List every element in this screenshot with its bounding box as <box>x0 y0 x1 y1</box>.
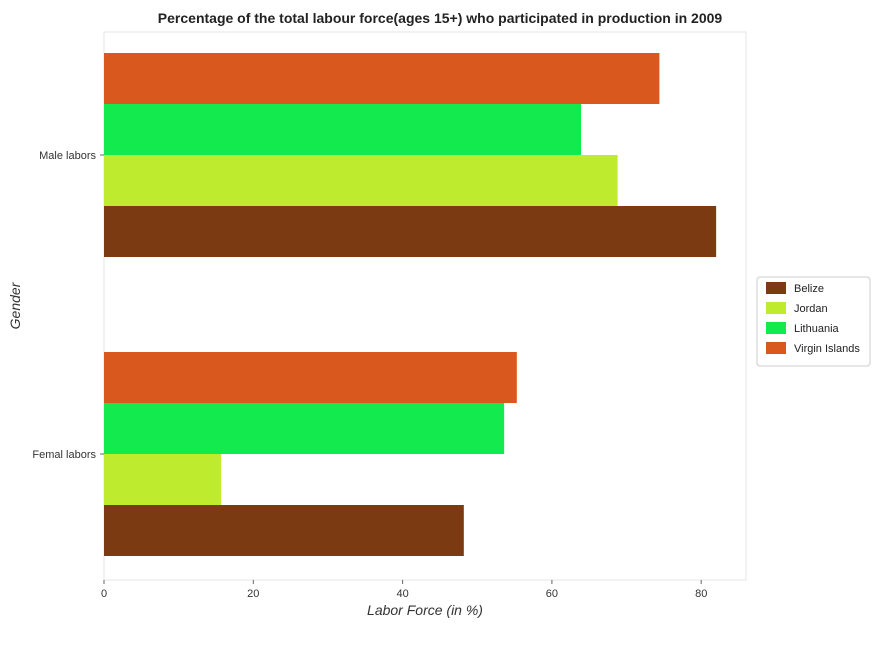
x-tick-label: 80 <box>695 588 707 600</box>
bar-jordan-male-labors <box>104 155 618 206</box>
y-axis-label: Gender <box>7 281 23 329</box>
bar-lithuania-femal-labors <box>104 403 505 454</box>
x-tick-label: 60 <box>546 588 558 600</box>
y-tick-label: Femal labors <box>32 449 96 461</box>
bar-belize-male-labors <box>104 206 717 257</box>
legend-swatch <box>766 322 786 334</box>
bar-virgin-islands-male-labors <box>104 53 660 104</box>
bar-jordan-femal-labors <box>104 454 222 505</box>
x-tick-labels: 0 20 40 60 80 <box>101 580 707 600</box>
legend-label: Jordan <box>794 303 828 315</box>
legend-swatch <box>766 342 786 354</box>
legend-label: Belize <box>794 283 824 295</box>
y-tick-labels: Femal labors Male labors <box>32 150 104 461</box>
bar-virgin-islands-femal-labors <box>104 352 517 403</box>
x-tick-label: 40 <box>396 588 408 600</box>
legend: Belize Jordan Lithuania Virgin Islands <box>756 276 871 367</box>
y-tick-label: Male labors <box>39 150 96 162</box>
legend-label: Virgin Islands <box>794 343 860 355</box>
legend-swatch <box>766 302 786 314</box>
x-tick-label: 20 <box>247 588 259 600</box>
legend-label: Lithuania <box>794 323 840 335</box>
legend-swatch <box>766 282 786 294</box>
x-axis-label: Labor Force (in %) <box>367 602 483 618</box>
bars-layer <box>104 53 717 556</box>
bar-lithuania-male-labors <box>104 104 582 155</box>
x-tick-label: 0 <box>101 588 107 600</box>
chart-title: Percentage of the total labour force(age… <box>158 10 723 26</box>
bar-belize-femal-labors <box>104 505 464 556</box>
